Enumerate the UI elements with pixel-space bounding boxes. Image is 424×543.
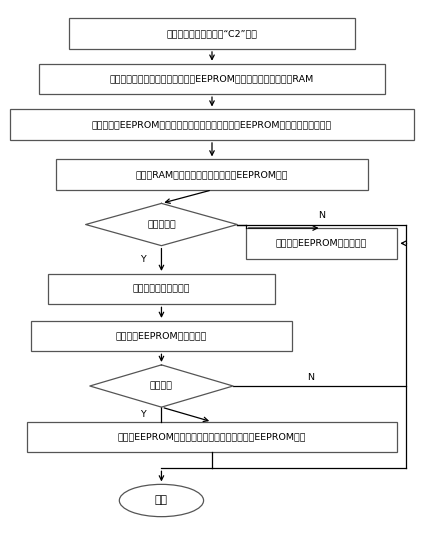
Text: Y: Y	[139, 255, 145, 264]
Text: 芯片清除EEPROM备份区数据: 芯片清除EEPROM备份区数据	[276, 239, 367, 248]
Text: 芯片将待写EEPROM区域对应的原始数据写入到芯片EEPROM备份区并加入写标记: 芯片将待写EEPROM区域对应的原始数据写入到芯片EEPROM备份区并加入写标记	[92, 120, 332, 129]
FancyBboxPatch shape	[39, 64, 385, 94]
FancyBboxPatch shape	[48, 274, 275, 305]
Text: 写标记？: 写标记？	[150, 382, 173, 390]
Text: 打印机向耗材芯片发送“C2”命令: 打印机向耗材芯片发送“C2”命令	[167, 29, 257, 38]
FancyBboxPatch shape	[31, 321, 292, 351]
Text: 芯片将EEPROM备份区中的写入数据写入对应的EEPROM区域: 芯片将EEPROM备份区中的写入数据写入对应的EEPROM区域	[118, 433, 306, 441]
Text: 耗材芯片复位重新工作: 耗材芯片复位重新工作	[133, 285, 190, 294]
FancyBboxPatch shape	[69, 18, 355, 49]
Text: 结束: 结束	[155, 496, 168, 506]
FancyBboxPatch shape	[27, 422, 397, 452]
FancyBboxPatch shape	[245, 228, 397, 258]
Text: 耗材芯片解析打印机命令并将待写EEPROM区域的数据信息并存入RAM: 耗材芯片解析打印机命令并将待写EEPROM区域的数据信息并存入RAM	[110, 74, 314, 84]
FancyBboxPatch shape	[56, 159, 368, 190]
FancyBboxPatch shape	[10, 110, 414, 140]
Text: 芯片检测EEPROM备份区数据: 芯片检测EEPROM备份区数据	[116, 332, 207, 340]
Text: 芯片将RAM中的写入数据写入对应的EEPROM区域: 芯片将RAM中的写入数据写入对应的EEPROM区域	[136, 170, 288, 179]
Ellipse shape	[119, 484, 204, 516]
Text: N: N	[318, 211, 325, 220]
Polygon shape	[86, 204, 237, 245]
Text: Y: Y	[139, 410, 145, 419]
Text: 写入失败？: 写入失败？	[147, 220, 176, 229]
Polygon shape	[90, 365, 233, 407]
Text: N: N	[307, 372, 315, 382]
